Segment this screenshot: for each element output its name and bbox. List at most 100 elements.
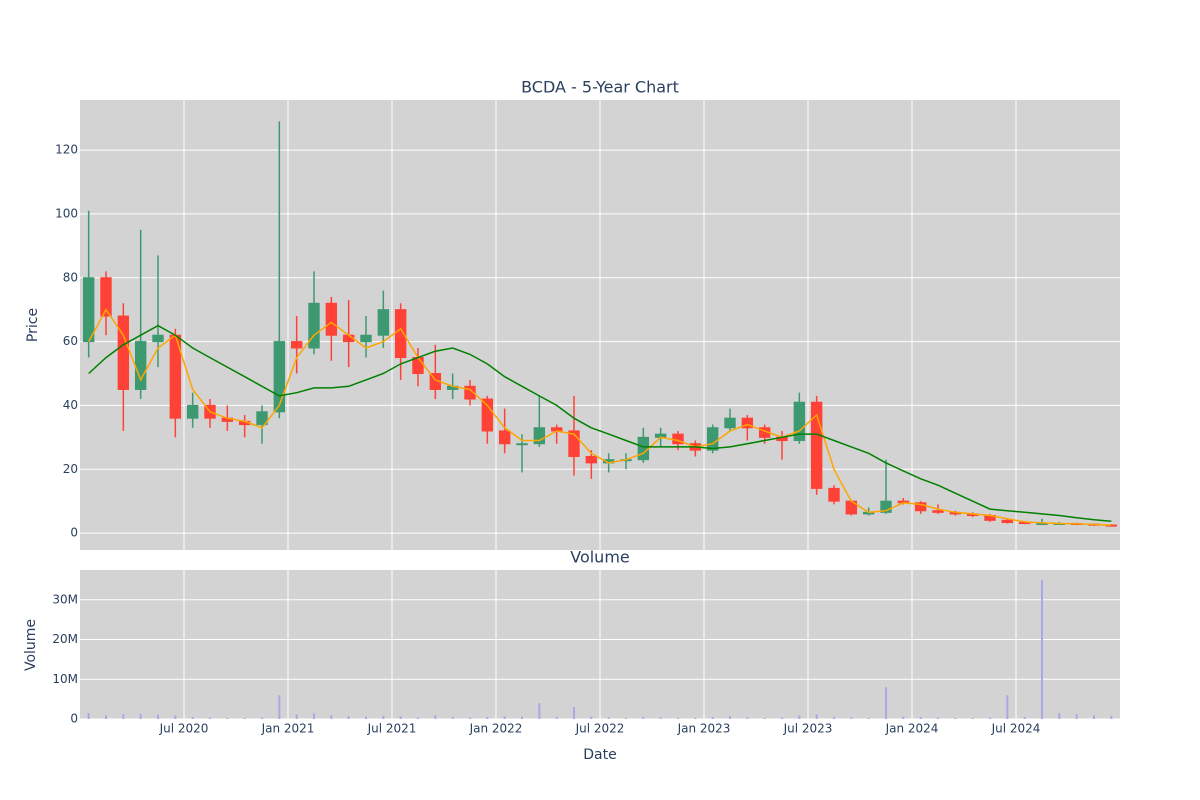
candle-body	[1001, 519, 1014, 524]
candle-body	[464, 385, 476, 400]
moving-average-line	[88, 324, 1112, 523]
volume-title: Volume	[570, 548, 630, 567]
volume-bar	[954, 717, 957, 719]
volume-bar	[642, 717, 645, 719]
candle-body	[481, 398, 494, 432]
volume-bar	[1041, 579, 1043, 719]
volume-bar	[417, 717, 419, 719]
volume-bar	[243, 717, 246, 719]
candle-body	[256, 411, 268, 426]
candle-body	[914, 502, 927, 512]
y-tick-label: 20	[63, 462, 78, 476]
volume-bar	[139, 713, 142, 719]
volume-bar	[694, 717, 697, 719]
chart-title: BCDA - 5-Year Chart	[521, 78, 679, 97]
volume-bar	[399, 716, 402, 719]
volume-bar	[365, 716, 367, 719]
volume-bar	[850, 717, 853, 719]
x-axis-title: Date	[583, 747, 616, 763]
volume-y-axis-title: Volume	[23, 619, 39, 671]
volume-bar	[590, 716, 593, 719]
volume-bar	[711, 717, 714, 719]
x-tick-label: Jul 2020	[159, 722, 209, 736]
moving-average-line	[88, 308, 1112, 526]
y-tick-label: 40	[63, 398, 78, 412]
volume-bar	[1075, 714, 1078, 719]
candle-body	[533, 427, 546, 445]
grid	[80, 100, 1120, 720]
volume-bar	[625, 717, 627, 719]
volume-bar	[347, 716, 350, 719]
x-tick-label: Jul 2022	[575, 722, 625, 736]
candle-body	[793, 401, 806, 442]
volume-bar	[382, 715, 385, 719]
x-tick-label: Jul 2021	[367, 722, 417, 736]
volume-y-tick-label: 10M	[52, 672, 78, 686]
volume-bar	[295, 714, 298, 719]
y-tick-label: 120	[55, 143, 78, 157]
volume-bar	[157, 714, 159, 719]
volume-bar	[191, 717, 194, 719]
x-tick-label: Jan 2022	[469, 722, 523, 736]
candle-body	[810, 401, 823, 489]
x-tick-label: Jan 2021	[261, 722, 315, 736]
volume-bar	[469, 717, 471, 719]
volume-bar	[503, 716, 506, 719]
volume-bar	[555, 717, 558, 719]
volume-bar	[261, 717, 263, 719]
y-tick-label: 100	[55, 206, 78, 220]
volume-bar	[486, 717, 489, 719]
volume-bar	[798, 715, 801, 719]
marks	[82, 121, 1118, 719]
volume-bar	[989, 717, 991, 719]
volume-bar	[729, 716, 731, 719]
candle-body	[706, 427, 719, 451]
y-tick-label: 60	[63, 334, 78, 348]
volume-bar	[937, 717, 939, 719]
volume-y-tick-label: 30M	[52, 592, 78, 606]
candle-body	[637, 436, 650, 461]
candle-body	[186, 404, 199, 419]
volume-bar	[833, 717, 835, 719]
volume-bar	[746, 717, 749, 719]
candle-body	[828, 487, 840, 502]
volume-bar	[607, 717, 610, 719]
x-tick-label: Jul 2023	[783, 722, 833, 736]
volume-bar	[330, 715, 333, 719]
candle-body	[273, 341, 286, 413]
volume-bar	[867, 717, 870, 719]
volume-bar	[919, 717, 922, 719]
candle-body	[325, 302, 338, 336]
x-tick-label: Jan 2023	[677, 722, 731, 736]
candle-body	[377, 309, 390, 336]
volume-bar	[1058, 713, 1061, 719]
candle-body	[741, 417, 754, 429]
volume-bar	[815, 714, 818, 719]
volume-bar	[677, 717, 679, 719]
volume-y-tick-label: 20M	[52, 632, 78, 646]
candle-body	[585, 455, 598, 464]
candle-body	[516, 443, 528, 446]
volume-bar	[902, 716, 905, 719]
volume-bar	[278, 695, 281, 719]
volume-bar	[209, 717, 211, 719]
candle-body	[290, 341, 303, 349]
volume-bar	[1110, 715, 1113, 719]
volume-bar	[451, 717, 454, 719]
volume-bar	[573, 707, 575, 719]
y-tick-label: 0	[70, 526, 78, 540]
candle-body	[932, 510, 944, 513]
volume-bar	[87, 713, 90, 719]
x-tick-label: Jul 2024	[991, 722, 1041, 736]
volume-y-tick-label: 0	[70, 712, 78, 726]
volume-bar	[971, 717, 974, 719]
y-axis-title: Price	[25, 308, 41, 342]
candle-body	[360, 334, 372, 343]
candle-body	[724, 417, 736, 429]
candle-body	[308, 302, 320, 349]
candle-body	[568, 430, 580, 457]
volume-bar	[313, 713, 315, 719]
volume-bar	[1006, 695, 1009, 719]
y-tick-label: 80	[63, 270, 78, 284]
